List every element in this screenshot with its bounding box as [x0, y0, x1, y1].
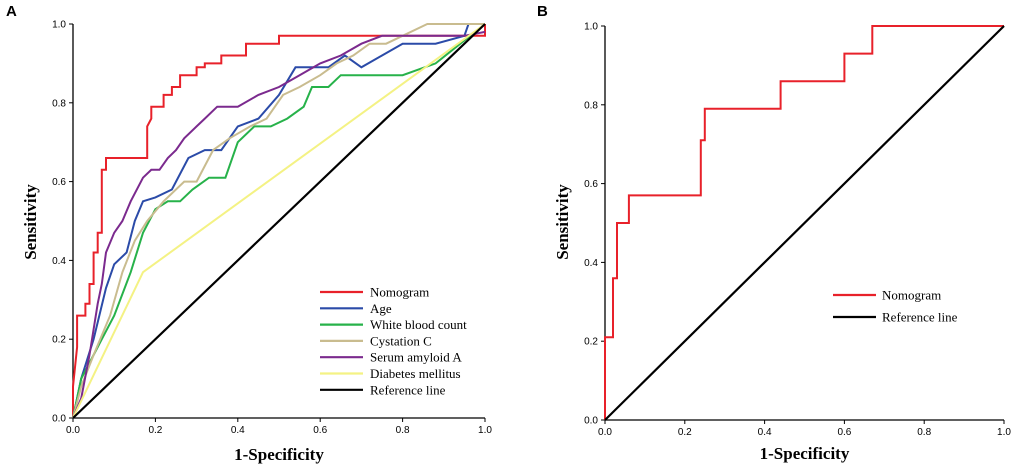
- x-tick-label: 0.6: [837, 427, 851, 438]
- series-line-age: [72, 23, 485, 419]
- y-tick-label: 0.8: [52, 98, 66, 109]
- panel-label-a: A: [6, 3, 17, 20]
- legend-label: Reference line: [882, 310, 958, 325]
- chart-panel-b: 0.0 0.2 0.4 0.6 0.8 1.0 0.0 0.2 0.4 0.6 0.8 1.0 1-Sp…: [553, 22, 1011, 464]
- legend-label: White blood count: [370, 317, 467, 332]
- legend-label: Nomogram: [370, 285, 429, 300]
- y-tick-label: 1.0: [52, 20, 66, 31]
- series-line-serum-amyloid-a: [72, 30, 486, 419]
- legend-label: Nomogram: [882, 288, 941, 303]
- y-tick-label: 0.0: [584, 416, 598, 427]
- x-tick-label: 0.0: [66, 425, 80, 436]
- legend-label: Reference line: [370, 382, 446, 397]
- y-axis-title: Sensitivity: [21, 184, 40, 260]
- legend-label: Cystation C: [370, 333, 432, 348]
- series-line-nomogram: [72, 24, 486, 418]
- legend: Nomogram Reference line: [833, 288, 958, 325]
- x-tick-label: 0.8: [396, 425, 410, 436]
- x-tick-label: 0.4: [758, 427, 772, 438]
- x-tick-label: 0.8: [917, 427, 931, 438]
- series-line-diabetes-mellitus: [72, 23, 486, 419]
- series-line-reference-line: [72, 23, 486, 419]
- x-axis-title: 1-Specificity: [760, 444, 850, 463]
- series-line-reference-line: [604, 25, 1005, 421]
- x-axis-title: 1-Specificity: [234, 445, 324, 464]
- series-line-cystation-c: [72, 23, 485, 419]
- y-tick-label: 0.8: [584, 100, 598, 111]
- y-tick-label: 0.2: [584, 337, 598, 348]
- y-tick-label: 1.0: [584, 22, 598, 33]
- x-tick-label: 0.2: [678, 427, 692, 438]
- x-tick-label: 1.0: [478, 425, 492, 436]
- x-tick-label: 0.4: [231, 425, 245, 436]
- y-tick-label: 0.2: [52, 335, 66, 346]
- y-tick-label: 0.6: [584, 179, 598, 190]
- x-tick-label: 1.0: [997, 427, 1011, 438]
- y-tick-label: 0.4: [584, 258, 598, 269]
- y-tick-label: 0.6: [52, 177, 66, 188]
- y-tick-label: 0.4: [52, 256, 66, 267]
- chart-panel-a: 0.0 0.2 0.4 0.6 0.8 1.0 0.0 0.2 0.4 0.6 0.8 1.0 1-Sp…: [21, 20, 492, 465]
- x-tick-label: 0.6: [313, 425, 327, 436]
- series-line-white-blood-count: [72, 23, 486, 419]
- legend-label: Age: [370, 301, 392, 316]
- y-tick-label: 0.0: [52, 414, 66, 425]
- legend-label: Serum amyloid A: [370, 350, 462, 365]
- legend-label: Diabetes mellitus: [370, 366, 461, 381]
- x-tick-label: 0.0: [598, 427, 612, 438]
- panel-label-b: B: [537, 3, 548, 20]
- x-tick-label: 0.2: [148, 425, 162, 436]
- y-axis-title: Sensitivity: [553, 184, 572, 260]
- series-line-nomogram: [604, 25, 1004, 420]
